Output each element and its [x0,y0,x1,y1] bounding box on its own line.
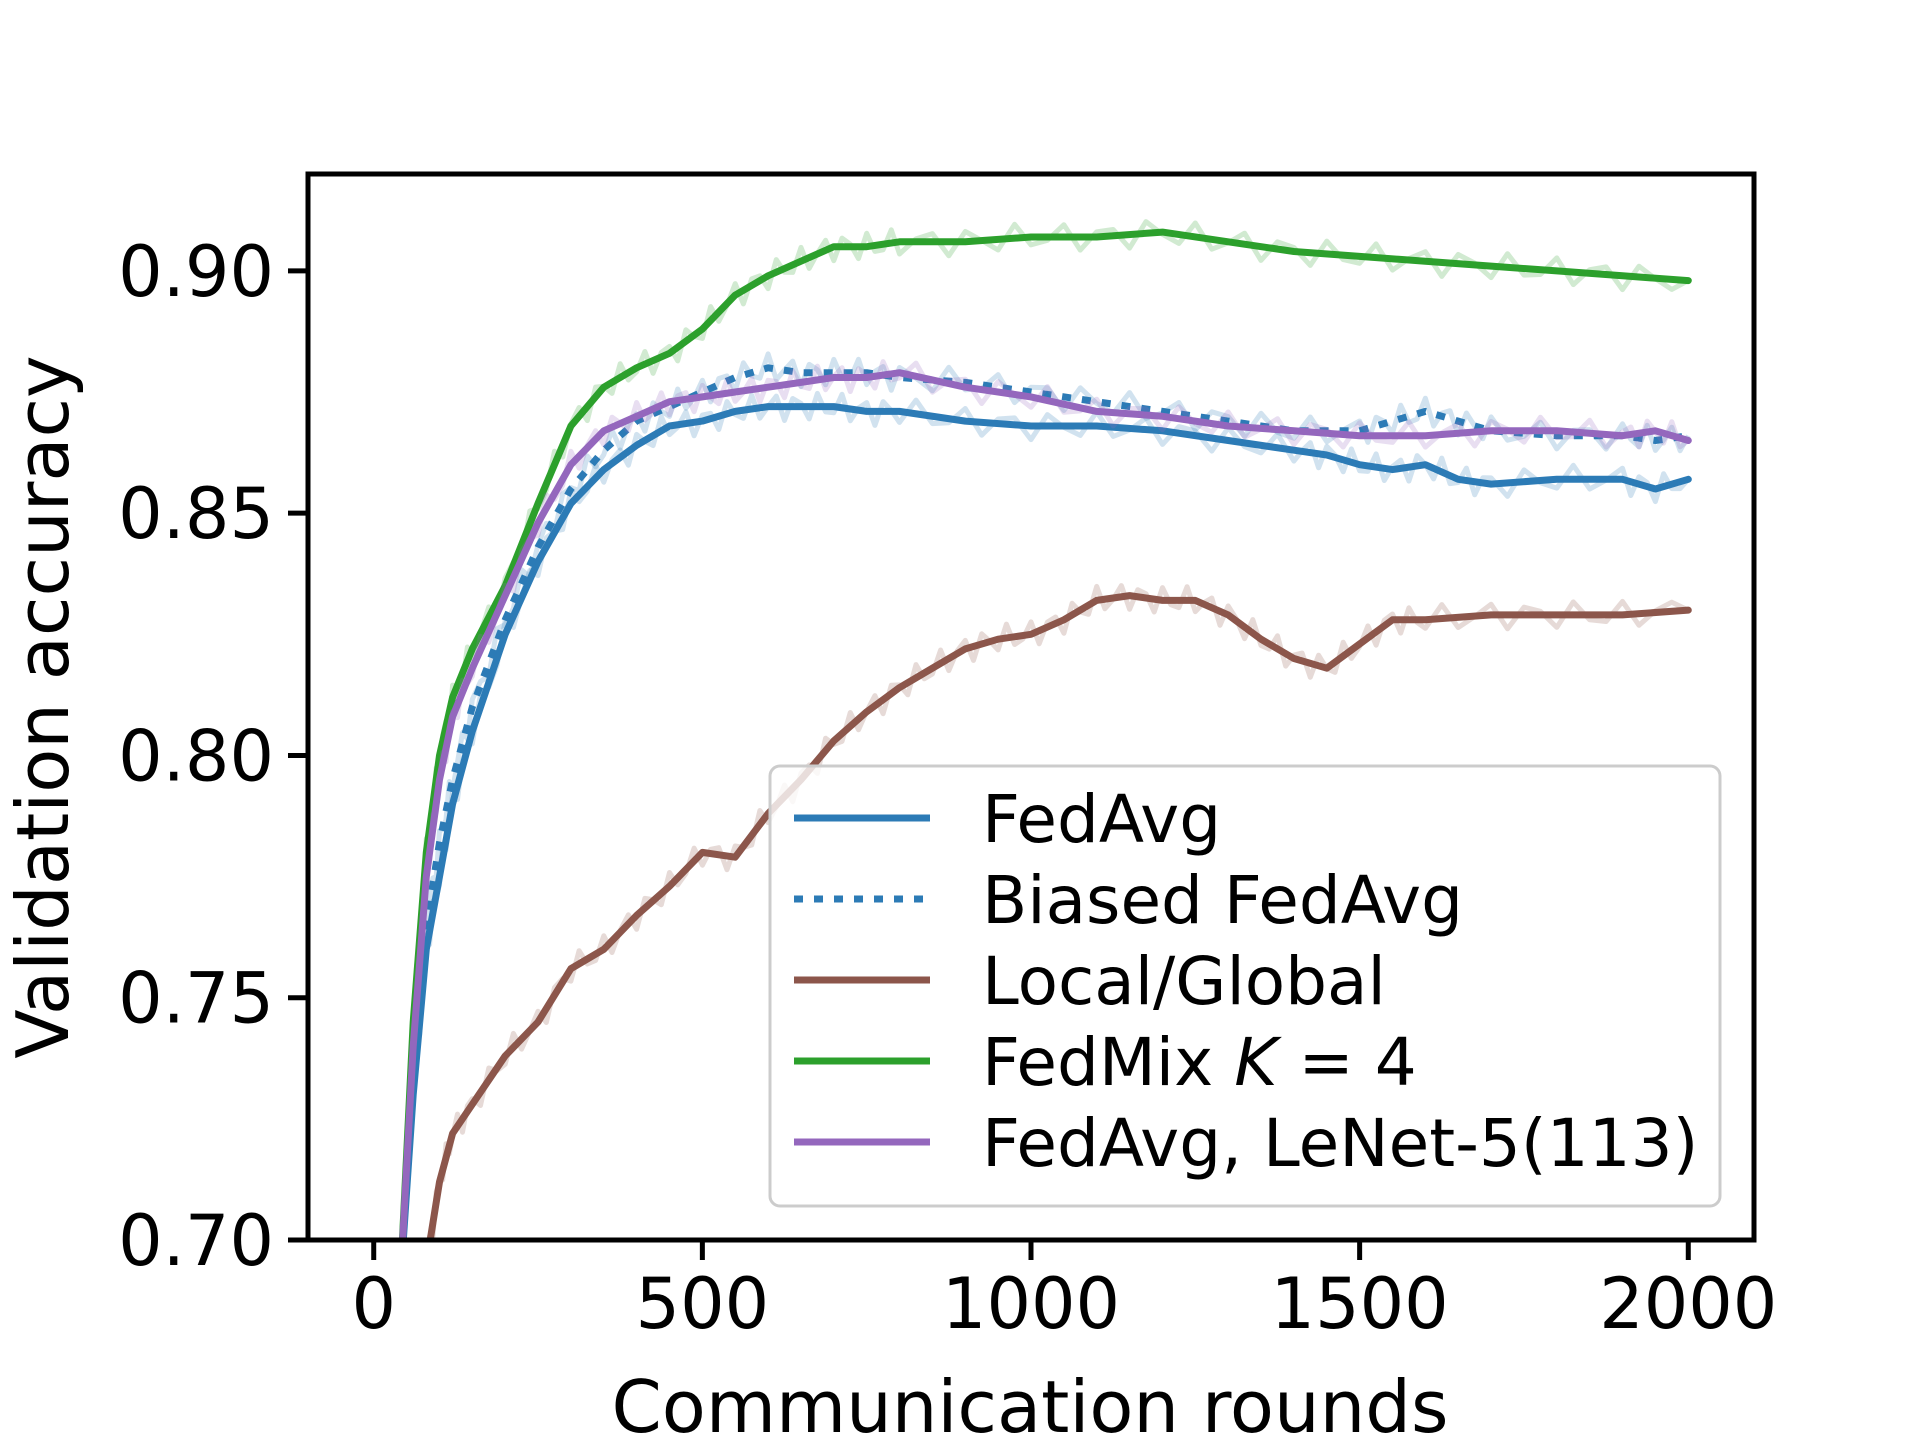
x-axis-label: Communication rounds [612,1365,1449,1440]
x-tick-label: 2000 [1599,1263,1777,1345]
x-tick-label: 500 [636,1263,770,1345]
legend-label-math-rest: = 4 [1277,1024,1416,1101]
y-axis-label: Validation accuracy [1,355,85,1058]
legend-label: FedMix K = 4 [982,1024,1417,1101]
legend-box [768,764,1722,1208]
legend-label: Biased FedAvg [982,862,1463,939]
legend-label: FedAvg, LeNet-5(113) [982,1105,1698,1182]
y-axis: 0.70 0.75 0.80 0.85 0.90 [118,231,308,1282]
legend-label: FedAvg [982,781,1221,858]
series-line [426,592,1692,1240]
y-tick-label: 0.90 [118,231,274,313]
series-line [398,228,1692,1240]
series-layer [398,219,1692,1240]
x-tick-label: 1000 [942,1263,1120,1345]
legend-label-text: FedAvg [982,781,1221,858]
y-tick-label: 0.70 [118,1200,274,1282]
legend-label-text: FedAvg, LeNet-5(113) [982,1105,1698,1182]
y-tick-label: 0.75 [118,958,274,1040]
legend-label-math-var: K [1234,1024,1282,1101]
legend-label-text: FedMix [982,1024,1234,1101]
series-raw-line [400,219,1690,1240]
series-line [399,369,1692,1240]
series-line [399,403,1692,1240]
y-tick-label: 0.80 [118,715,274,797]
legend-label-text: Biased FedAvg [982,862,1463,939]
y-tick-label: 0.85 [118,473,274,555]
series-line [399,364,1689,1240]
x-axis: 0 500 1000 1500 2000 [351,1240,1777,1345]
legend-label: Local/Global [982,943,1386,1020]
x-tick-label: 1500 [1271,1263,1449,1345]
x-tick-label: 0 [351,1263,396,1345]
legend-label-text: Local/Global [982,943,1386,1020]
